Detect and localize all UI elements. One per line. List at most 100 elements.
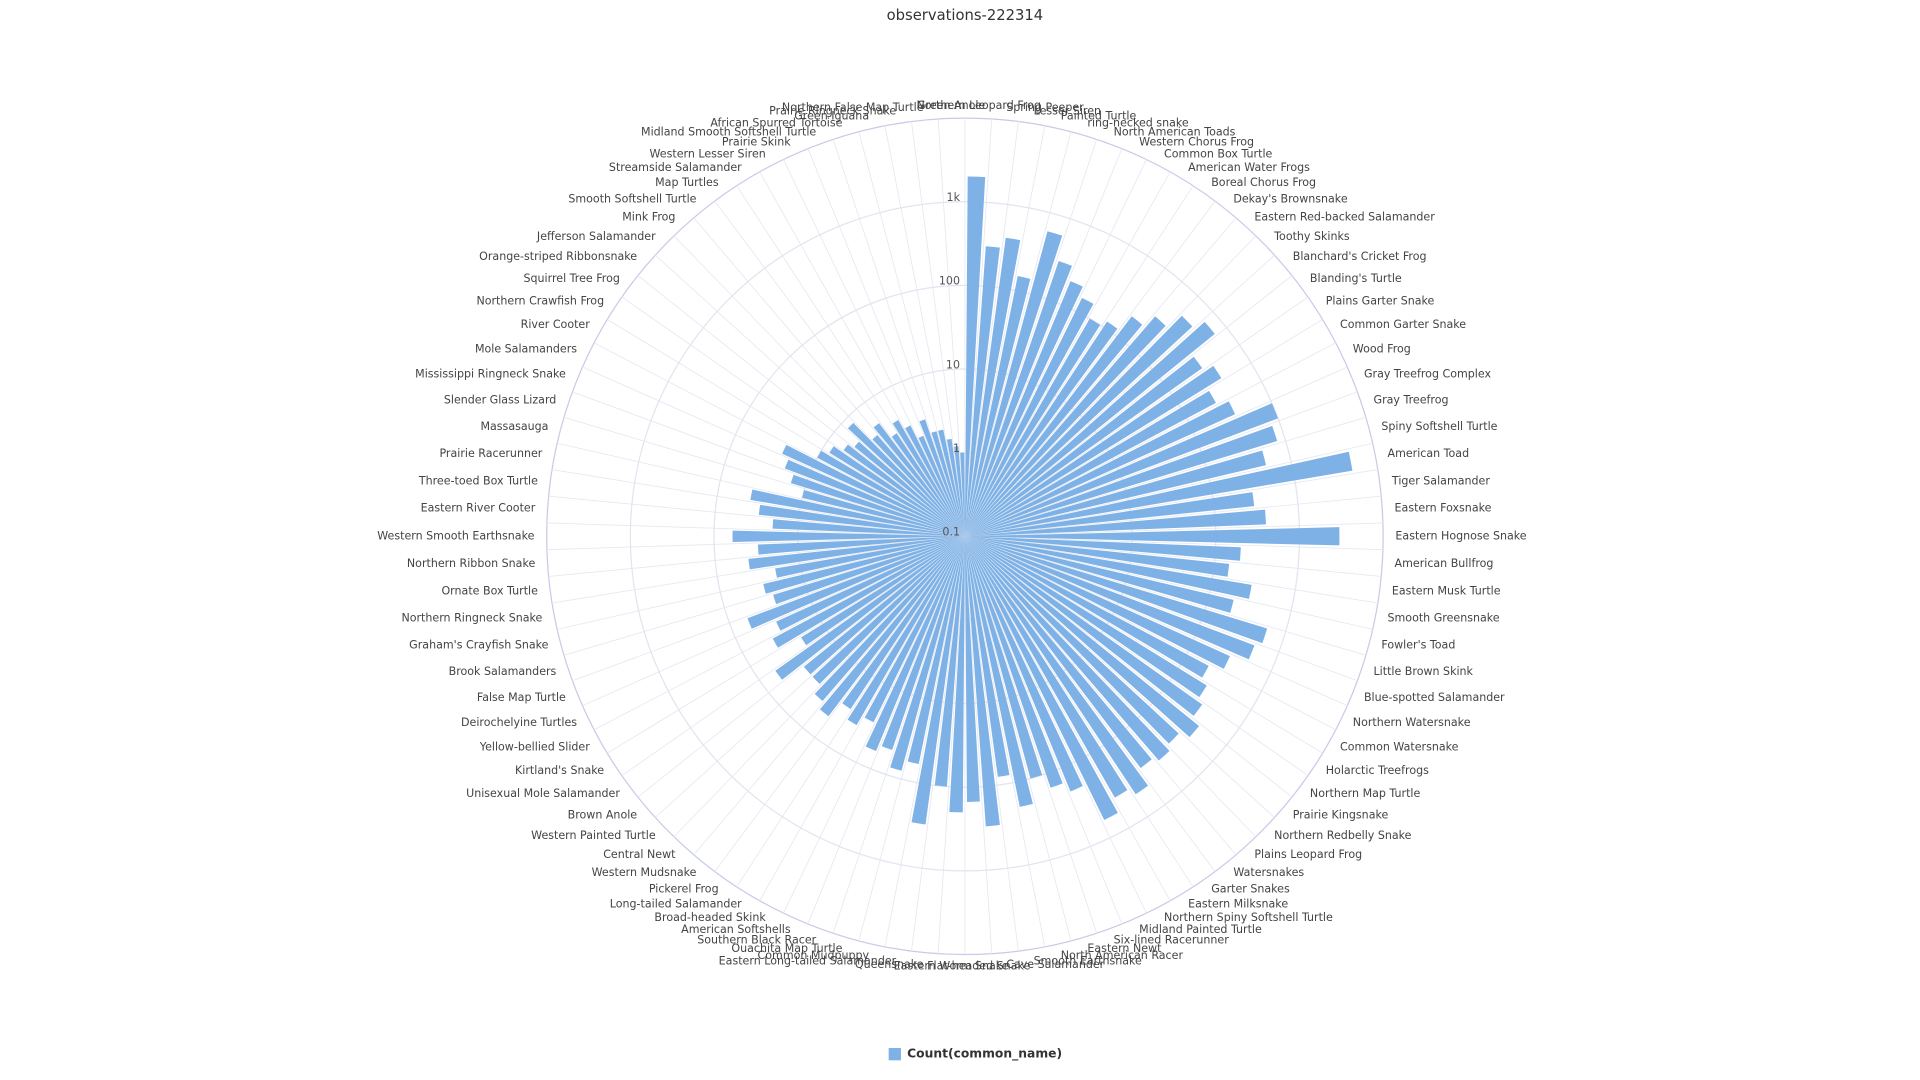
category-label: Common Mudpuppy <box>758 949 870 962</box>
legend-label: Count(common_name) <box>907 1047 1062 1062</box>
spoke <box>964 535 1348 706</box>
bar <box>964 527 1340 546</box>
category-label: Eastern Red-backed Salamander <box>1254 211 1435 224</box>
category-label: Slender Glass Lizard <box>444 394 556 407</box>
bar <box>964 246 1000 537</box>
spoke <box>607 319 966 537</box>
spoke <box>964 275 1293 537</box>
spoke <box>637 535 966 798</box>
category-label: Northern Watersnake <box>1353 716 1471 729</box>
spoke <box>884 536 966 947</box>
category-label: Long-tailed Salamander <box>610 897 742 910</box>
spoke <box>593 342 966 537</box>
category-label: Mink Frog <box>622 211 675 224</box>
spoke <box>964 342 1336 537</box>
category-label: Garter Snakes <box>1211 882 1290 895</box>
category-label: Ouachita Map Turtle <box>731 942 842 955</box>
spoke <box>964 536 1237 856</box>
category-label: Little Brown Skink <box>1374 665 1474 678</box>
bar <box>775 536 965 680</box>
bar <box>960 452 965 537</box>
bar <box>892 420 965 537</box>
spoke <box>964 391 1358 537</box>
category-label: North American Racer <box>1061 949 1184 962</box>
spoke <box>964 319 1323 537</box>
bar <box>964 401 1236 537</box>
bar <box>732 530 965 542</box>
spoke <box>937 118 966 537</box>
bar <box>964 536 1128 798</box>
spoke <box>964 536 1046 947</box>
category-label: Squirrel Tree Frog <box>523 272 619 285</box>
category-label: Eastern Long-tailed Salamander <box>719 954 897 967</box>
bar <box>758 504 965 537</box>
spoke <box>621 535 966 776</box>
bar <box>964 536 1255 660</box>
spoke <box>551 535 965 604</box>
spoke <box>964 254 1275 537</box>
category-label: Plains Garter Snake <box>1326 294 1435 307</box>
bar <box>964 356 1203 537</box>
category-label: Blue-spotted Salamander <box>1364 691 1505 704</box>
spoke <box>563 535 966 656</box>
spoke <box>964 217 1237 537</box>
bar <box>814 536 965 701</box>
spoke <box>964 121 1019 537</box>
category-label: Fowler's Toad <box>1381 639 1455 652</box>
bar <box>772 536 965 648</box>
spoke <box>964 535 1358 682</box>
category-label: Ornate Box Turtle <box>441 584 538 597</box>
category-label: Queensnake <box>855 958 924 971</box>
spoke <box>937 536 966 954</box>
spoke <box>964 148 1123 537</box>
bar <box>964 536 1203 716</box>
bar <box>919 419 965 537</box>
bar <box>954 446 965 537</box>
category-label: American Bullfrog <box>1395 557 1494 570</box>
bar <box>905 425 965 537</box>
spoke <box>964 536 1019 952</box>
category-label: American Toad <box>1388 447 1470 460</box>
bar <box>847 536 965 726</box>
bar <box>964 536 1033 807</box>
bar <box>946 438 965 537</box>
category-label: Boreal Chorus Frog <box>1211 176 1316 189</box>
bar <box>775 536 965 578</box>
spoke <box>832 536 966 934</box>
category-label: Prairie Ringneck Snake <box>769 104 896 117</box>
spoke <box>964 139 1098 537</box>
category-label: Brook Salamanders <box>449 665 557 678</box>
category-label: Massasauga <box>480 420 548 433</box>
category-label: Northern Ringneck Snake <box>401 612 542 625</box>
spoke <box>673 536 966 838</box>
bar <box>964 237 1021 537</box>
bar <box>964 260 1072 537</box>
bar <box>750 489 965 537</box>
bar <box>843 444 965 537</box>
category-label: False Map Turtle <box>477 691 566 704</box>
spoke <box>964 366 1348 537</box>
spoke <box>693 536 966 856</box>
category-label: Eastern Worm Snake <box>894 960 1009 973</box>
spoke <box>964 125 1046 537</box>
bar <box>964 365 1222 537</box>
spoke <box>964 536 1123 925</box>
chart-title: observations-222314 <box>887 7 1044 24</box>
spoke <box>548 495 965 537</box>
category-label: Eastern Musk Turtle <box>1392 584 1501 597</box>
spoke <box>637 275 966 537</box>
spoke <box>964 535 1309 776</box>
spoke <box>911 121 966 537</box>
bar <box>801 536 965 646</box>
bar <box>964 297 1094 537</box>
category-label: Pickerel Frog <box>649 882 719 895</box>
category-label: Smooth Softshell Turtle <box>568 193 696 206</box>
r-tick-label: 1k <box>947 191 961 204</box>
spoke <box>693 217 966 537</box>
bar <box>854 441 965 537</box>
bar <box>964 536 1268 644</box>
bar <box>964 536 1010 777</box>
category-label: Western Lesser Siren <box>650 148 766 161</box>
